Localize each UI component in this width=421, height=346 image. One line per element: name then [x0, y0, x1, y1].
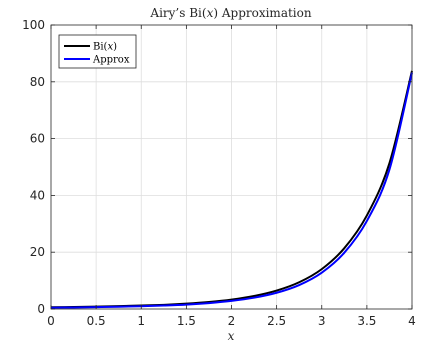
axis-ticks [50, 24, 413, 310]
y-tick-label: 0 [37, 302, 45, 316]
x-tick-labels: 0 0.5 1 1.5 2 2.5 3 3.5 4 [47, 314, 416, 328]
legend-label-bi: Bi(x) [93, 42, 117, 53]
x-tick-label: 0.5 [87, 314, 106, 328]
legend: Bi(x) Approx [58, 34, 137, 69]
x-tick-label: 1 [137, 314, 145, 328]
y-tick-label: 20 [30, 245, 45, 259]
grid-lines [51, 25, 412, 309]
chart-title: Airy’s Bi(x) Approximation [149, 6, 311, 20]
y-tick-label: 100 [22, 18, 45, 32]
y-tick-label: 80 [30, 75, 45, 89]
legend-box [58, 34, 137, 69]
x-tick-label: 0 [47, 314, 55, 328]
y-tick-labels: 0 20 40 60 80 100 [22, 18, 45, 316]
x-tick-label: 3 [318, 314, 326, 328]
x-tick-label: 2 [228, 314, 236, 328]
x-axis-label: x [228, 329, 235, 343]
x-tick-label: 2.5 [267, 314, 286, 328]
y-tick-label: 40 [30, 188, 45, 202]
x-tick-label: 3.5 [357, 314, 376, 328]
legend-label-approx: Approx [92, 55, 130, 66]
series-lines [50, 70, 413, 309]
y-tick-label: 60 [30, 132, 45, 146]
x-tick-label: 1.5 [177, 314, 196, 328]
series-line-approx [50, 72, 413, 309]
x-tick-label: 4 [408, 314, 416, 328]
